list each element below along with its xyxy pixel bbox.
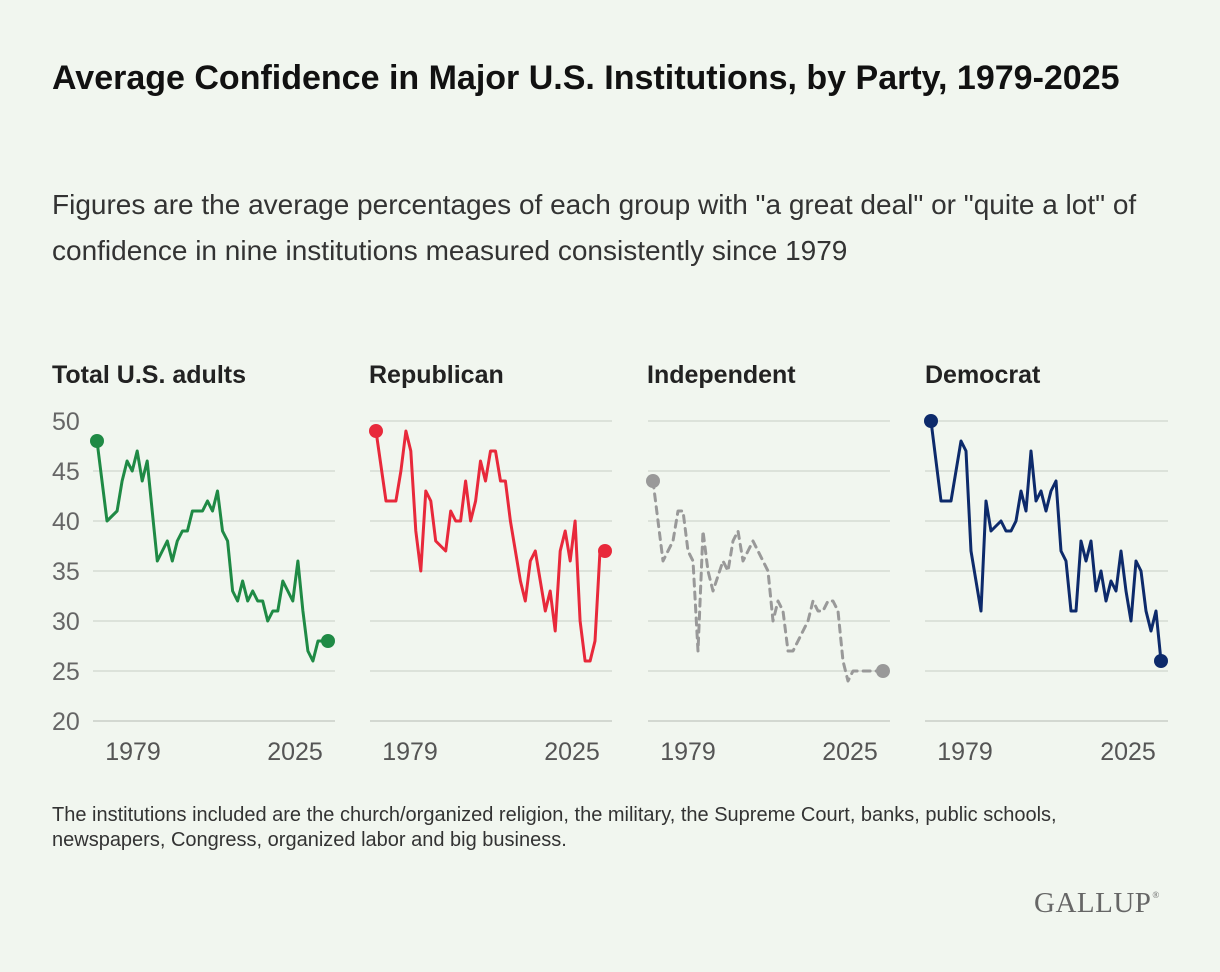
y-tick-label: 35: [52, 558, 80, 586]
series-line-2: [651, 479, 885, 683]
chart-area: 50 45 40 35 30 25 20 1979 2025 1979 2025 1979 2025 19…: [52, 408, 1168, 766]
x-tick-label: 1979: [105, 738, 161, 766]
x-tick-label: 2025: [267, 738, 323, 766]
x-tick-label: 2025: [822, 738, 878, 766]
end-point-marker: [1154, 654, 1168, 668]
panel-title-republican: Republican: [369, 361, 504, 389]
gallup-logo: GALLUP®: [1034, 887, 1160, 919]
x-tick-label: 1979: [382, 738, 438, 766]
series-line-3: [929, 419, 1163, 663]
y-tick-label: 30: [52, 608, 80, 636]
y-tick-label: 50: [52, 408, 80, 436]
y-tick-label: 20: [52, 708, 80, 736]
end-point-marker: [321, 634, 335, 648]
chart-subtitle: Figures are the average percentages of e…: [52, 189, 1137, 266]
panel-title-total: Total U.S. adults: [52, 361, 246, 389]
start-point-marker: [646, 474, 660, 488]
footnote: The institutions included are the church…: [52, 804, 1057, 851]
series-line-1: [374, 429, 607, 663]
x-tick-label: 2025: [544, 738, 600, 766]
x-tick-label: 2025: [1100, 738, 1156, 766]
end-point-marker: [598, 544, 612, 558]
end-point-marker: [876, 664, 890, 678]
x-tick-label: 1979: [660, 738, 716, 766]
panel-title-democrat: Democrat: [925, 361, 1041, 389]
y-tick-label: 25: [52, 658, 80, 686]
start-point-marker: [90, 434, 104, 448]
x-tick-label: 1979: [937, 738, 993, 766]
series-line-0: [95, 439, 330, 663]
y-tick-label: 45: [52, 458, 80, 486]
start-point-marker: [369, 424, 383, 438]
start-point-marker: [924, 414, 938, 428]
panel-title-independent: Independent: [647, 361, 796, 389]
chart-title: Average Confidence in Major U.S. Institu…: [52, 59, 1120, 97]
y-tick-label: 40: [52, 508, 80, 536]
